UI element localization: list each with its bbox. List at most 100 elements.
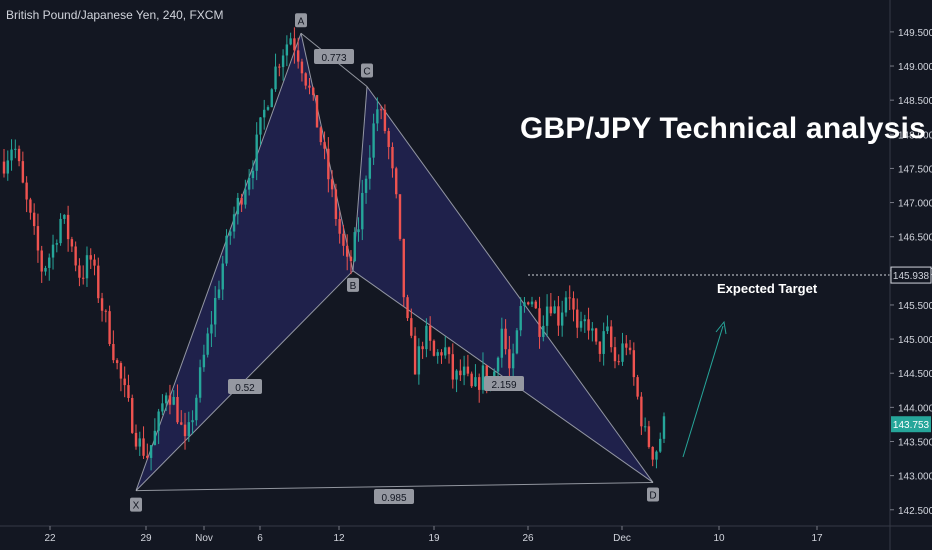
y-tick-label: 148.000 (898, 130, 932, 141)
point-label-bg (361, 63, 373, 78)
candle-body (221, 263, 224, 290)
candle-body (25, 182, 28, 200)
candle-body (153, 430, 157, 446)
point-label-bg (347, 277, 359, 292)
candle-body (511, 353, 515, 369)
candle-body (349, 256, 353, 262)
candle-body (353, 232, 356, 262)
candle-body (29, 199, 32, 213)
candle-body (530, 301, 534, 305)
candle-body (82, 277, 85, 279)
candle-body (278, 66, 281, 68)
x-tick-label: Nov (195, 533, 213, 544)
ratio-label: 0.985 (374, 489, 414, 504)
point-label-text: X (133, 501, 140, 512)
current-price-label: 143.753 (893, 420, 930, 431)
candle-body (602, 331, 605, 354)
ratio-label-bg (374, 489, 414, 504)
candle-body (236, 197, 240, 215)
ratio-label-bg (484, 376, 524, 391)
candle-body (263, 109, 266, 118)
candle-body (115, 360, 119, 364)
candle-body (142, 438, 145, 456)
candle-body (391, 146, 394, 169)
candle-body (225, 235, 228, 264)
candle-body (289, 38, 292, 45)
candle-body (504, 328, 507, 350)
candle-body (606, 326, 609, 332)
candle-body (481, 365, 485, 390)
candle-body (515, 330, 519, 354)
point-label-text: C (363, 67, 370, 78)
candle-body (66, 214, 70, 240)
y-tick-label: 148.500 (898, 96, 932, 107)
candle-body (621, 343, 624, 362)
candle-body (368, 157, 372, 179)
candle-body (647, 426, 651, 447)
current-price-tag (891, 416, 931, 433)
candle-body (628, 347, 632, 351)
candle-body (428, 325, 432, 341)
point-label-c: C (361, 63, 373, 78)
y-tick-label: 145.000 (898, 335, 932, 346)
point-label-d: D (647, 487, 659, 502)
candle-body (55, 243, 58, 245)
candle-body (330, 179, 334, 190)
candle-body (432, 340, 436, 356)
candle-body (459, 370, 462, 376)
candle-body (315, 95, 319, 128)
candle-body (270, 89, 273, 108)
candle-body (161, 403, 164, 412)
pattern-leg-ab (300, 33, 354, 271)
x-tick-label: Dec (613, 533, 631, 544)
candle-body (617, 361, 620, 363)
candle-body (206, 333, 209, 355)
candle-body (74, 246, 77, 266)
candle-body (138, 438, 141, 447)
candle-body (613, 347, 617, 362)
pattern-leg-xd (135, 481, 654, 492)
candle-body (444, 347, 447, 356)
candle-body (63, 214, 66, 219)
candle-body (523, 302, 526, 307)
y-tick-label: 143.500 (898, 437, 932, 448)
candle-body (342, 233, 345, 246)
ratio-label: 0.773 (314, 49, 354, 64)
candle-body (240, 197, 243, 205)
candle-body (496, 357, 500, 372)
candle-body (191, 420, 194, 423)
candle-body (402, 238, 405, 298)
candle-body (421, 346, 424, 350)
symbol-title: British Pound/Japanese Yen, 240, FXCM (6, 8, 224, 22)
point-label-bg (647, 487, 659, 502)
pattern-triangle-bcd (353, 86, 653, 483)
candle-body (127, 385, 130, 399)
candle-body (296, 50, 300, 62)
y-tick-label: 149.500 (898, 28, 932, 39)
candle-body (251, 170, 255, 179)
x-tick-label: 29 (140, 533, 152, 544)
x-tick-label: 22 (44, 533, 56, 544)
candle-body (387, 131, 390, 147)
candle-body (108, 311, 111, 344)
candle-body (32, 212, 36, 227)
candle-body (97, 265, 100, 299)
candle-body (557, 306, 560, 326)
candle-body (149, 445, 153, 458)
candle-body (379, 109, 383, 111)
candle-body (478, 377, 481, 390)
candle-body (598, 341, 602, 354)
candle-body (436, 352, 439, 356)
projection-arrow-head (715, 320, 727, 335)
candle-body (572, 298, 575, 310)
candle-body (274, 66, 277, 90)
candle-body (104, 310, 108, 312)
candle-body (383, 109, 387, 132)
candle-body (168, 395, 172, 405)
candle-body (413, 335, 417, 375)
candle-body (417, 346, 421, 375)
candle-body (172, 396, 175, 405)
candle-body (323, 142, 326, 149)
y-tick-label: 147.500 (898, 164, 932, 175)
